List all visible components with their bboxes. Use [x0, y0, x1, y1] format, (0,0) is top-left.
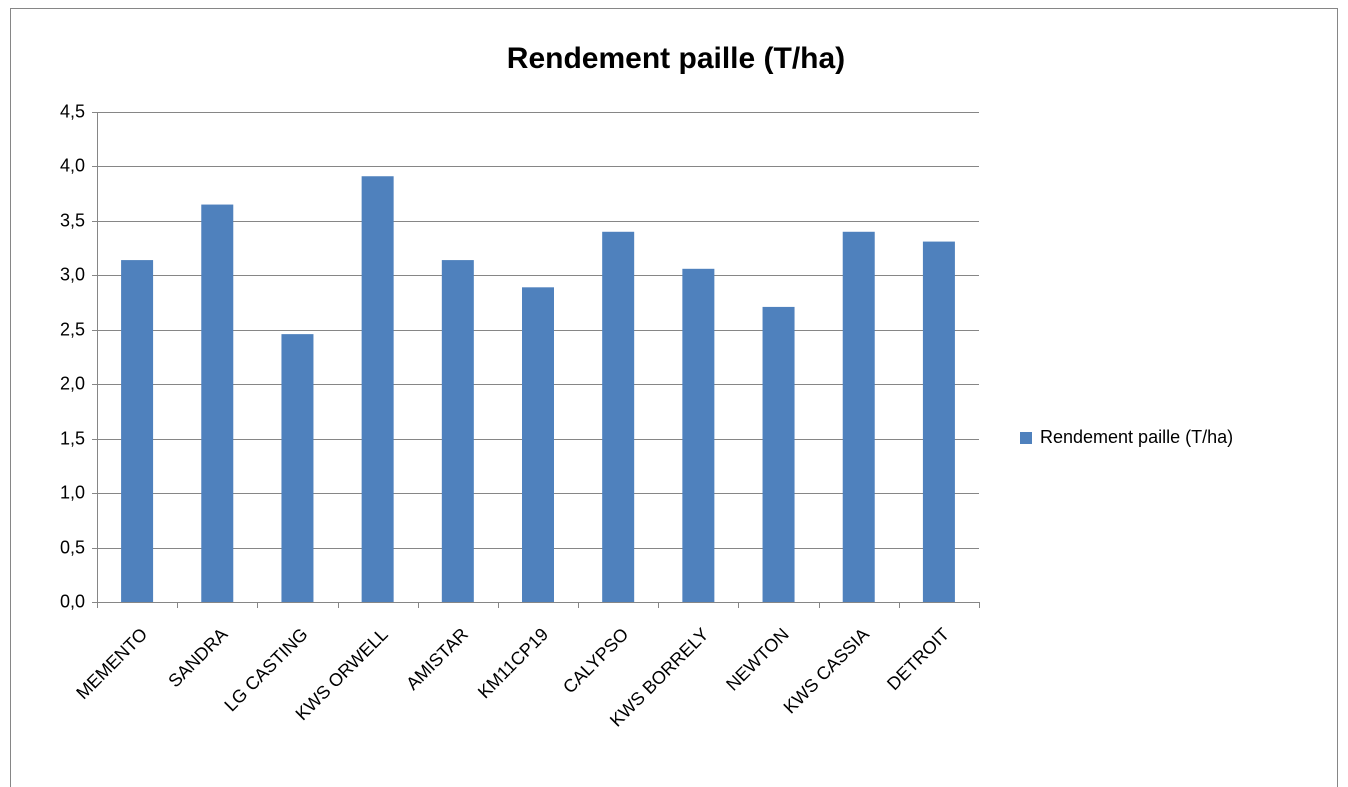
- y-tick-label: 0,5: [60, 537, 85, 557]
- y-tick-label: 1,5: [60, 428, 85, 448]
- x-tick-label: SANDRA: [164, 624, 231, 691]
- x-tick-label: DETROIT: [883, 624, 953, 694]
- x-tick-label: NEWTON: [722, 624, 792, 694]
- x-tick-label: LG CASTING: [220, 624, 311, 715]
- bar: [121, 260, 154, 602]
- bar: [842, 231, 875, 602]
- y-tick-label: 1,0: [60, 482, 85, 502]
- legend-swatch: [1020, 432, 1032, 444]
- y-tick-label: 3,5: [60, 210, 85, 230]
- x-tick-label: KWS CASSIA: [780, 624, 873, 717]
- bar: [361, 176, 394, 602]
- bar: [682, 268, 715, 602]
- x-tick-label: AMISTAR: [402, 624, 472, 694]
- bar: [281, 334, 314, 602]
- y-tick-label: 4,5: [60, 101, 85, 121]
- bar: [762, 306, 795, 602]
- x-tick-label: CALYPSO: [559, 624, 632, 697]
- y-tick-label: 4,0: [60, 155, 85, 175]
- y-tick-label: 0,0: [60, 591, 85, 611]
- chart-border: [10, 8, 1338, 787]
- bar: [922, 241, 955, 603]
- legend-label: Rendement paille (T/ha): [1040, 427, 1233, 447]
- x-tick-label: KM11CP19: [474, 624, 552, 702]
- bar: [522, 287, 554, 602]
- chart-title: Rendement paille (T/ha): [507, 42, 845, 75]
- y-tick-label: 2,5: [60, 319, 85, 339]
- x-tick-label: MEMENTO: [72, 624, 151, 703]
- y-tick-label: 3,0: [60, 264, 85, 284]
- bar: [602, 231, 635, 602]
- y-tick-label: 2,0: [60, 373, 85, 393]
- bar: [201, 204, 234, 603]
- bar: [441, 260, 474, 602]
